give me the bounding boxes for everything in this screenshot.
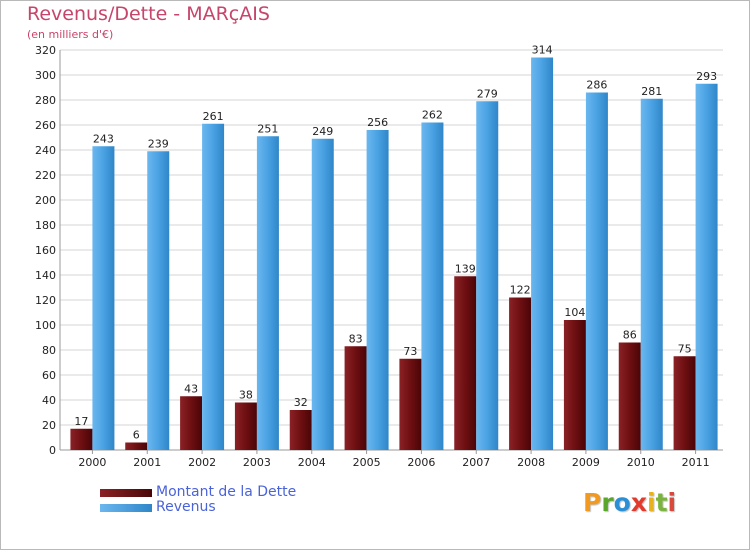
bar-dette xyxy=(180,396,203,450)
bar-dette xyxy=(618,342,641,450)
bars xyxy=(70,57,718,450)
y-tick-label: 220 xyxy=(35,169,56,182)
legend-swatch-revenus xyxy=(100,504,152,512)
y-tick-label: 160 xyxy=(35,244,56,257)
bar-revenus xyxy=(147,151,170,450)
y-tick-label: 120 xyxy=(35,294,56,307)
data-label: 249 xyxy=(312,125,333,138)
data-label: 43 xyxy=(184,382,198,395)
bar-revenus xyxy=(640,98,663,450)
y-tick-label: 320 xyxy=(35,44,56,57)
y-tick-label: 100 xyxy=(35,319,56,332)
bar-dette xyxy=(289,410,312,450)
data-label: 17 xyxy=(74,415,88,428)
data-label: 281 xyxy=(641,85,662,98)
data-label: 239 xyxy=(148,137,169,150)
logo-letter: x xyxy=(630,488,647,517)
data-label: 122 xyxy=(510,284,531,297)
data-label: 261 xyxy=(203,110,224,123)
data-label: 86 xyxy=(623,329,637,342)
y-tick-label: 0 xyxy=(49,444,56,457)
x-tick-label: 2006 xyxy=(407,456,435,469)
bar-revenus xyxy=(92,146,115,450)
bar-revenus xyxy=(695,83,718,450)
x-tick-label: 2002 xyxy=(188,456,216,469)
data-label: 293 xyxy=(696,70,717,83)
data-labels: 17 243 6 239 43 261 38 251 32 249 83 256 73 262 139 279… xyxy=(74,44,717,442)
y-tick-label: 260 xyxy=(35,119,56,132)
grid-lines xyxy=(59,49,723,454)
bar-dette xyxy=(563,320,586,450)
logo-letter: r xyxy=(601,488,614,517)
data-label: 262 xyxy=(422,109,443,122)
bar-revenus xyxy=(311,138,334,450)
bar-revenus xyxy=(256,136,279,450)
chart-subtitle: (en milliers d'€) xyxy=(27,28,114,41)
legend-label-dette: Montant de la Dette xyxy=(156,484,297,500)
logo-letter: i xyxy=(667,488,677,517)
y-tick-label: 140 xyxy=(35,269,56,282)
data-label: 251 xyxy=(257,122,278,135)
x-tick-label: 2010 xyxy=(627,456,655,469)
y-tick-labels: 0 20 40 60 80 100 120 140 160 180 200 220 240 260 280 3… xyxy=(35,44,56,457)
data-label: 83 xyxy=(349,332,363,345)
bar-revenus xyxy=(421,122,444,450)
bar-dette xyxy=(509,297,532,450)
data-label: 314 xyxy=(532,44,553,57)
data-label: 279 xyxy=(477,87,498,100)
legend-swatch-dette xyxy=(100,489,152,497)
legend-label-revenus: Revenus xyxy=(156,499,216,515)
data-label: 286 xyxy=(586,79,607,92)
logo-letter: P xyxy=(583,488,602,517)
x-tick-label: 2001 xyxy=(133,456,161,469)
bar-revenus xyxy=(531,57,554,450)
y-tick-label: 20 xyxy=(42,419,56,432)
data-label: 104 xyxy=(564,306,585,319)
x-tick-label: 2009 xyxy=(572,456,600,469)
y-tick-label: 300 xyxy=(35,69,56,82)
y-tick-label: 80 xyxy=(42,344,56,357)
y-tick-label: 200 xyxy=(35,194,56,207)
data-label: 73 xyxy=(403,345,417,358)
logo-letter: t xyxy=(655,488,668,517)
bar-dette xyxy=(344,346,367,450)
bar-dette xyxy=(454,276,477,450)
logo-letter: o xyxy=(613,488,631,517)
data-label: 6 xyxy=(133,429,140,442)
x-tick-label: 2003 xyxy=(243,456,271,469)
bar-revenus xyxy=(366,130,389,450)
bar-revenus xyxy=(476,101,499,450)
data-label: 38 xyxy=(239,389,253,402)
x-tick-label: 2004 xyxy=(298,456,326,469)
data-label: 32 xyxy=(294,396,308,409)
x-tick-labels: 2000 2001 2002 2003 2004 2005 2006 2007 2008 2009… xyxy=(78,456,709,469)
x-tick-label: 2011 xyxy=(682,456,710,469)
y-tick-label: 40 xyxy=(42,394,56,407)
bar-revenus xyxy=(585,92,608,450)
bar-dette xyxy=(125,442,148,450)
bar-revenus xyxy=(202,123,225,450)
x-tick-label: 2000 xyxy=(78,456,106,469)
bar-dette xyxy=(673,356,696,450)
data-label: 139 xyxy=(455,262,476,275)
x-tick-label: 2008 xyxy=(517,456,545,469)
data-label: 243 xyxy=(93,132,114,145)
data-label: 75 xyxy=(678,342,692,355)
chart-title: Revenus/Dette - MARçAIS xyxy=(27,3,270,25)
x-tick-label: 2007 xyxy=(462,456,490,469)
bar-dette xyxy=(399,358,422,450)
y-tick-label: 280 xyxy=(35,94,56,107)
bar-dette xyxy=(234,402,257,450)
y-tick-label: 180 xyxy=(35,219,56,232)
bar-dette xyxy=(70,428,93,450)
proxiti-logo: Proxiti xyxy=(583,488,676,517)
y-tick-label: 240 xyxy=(35,144,56,157)
data-label: 256 xyxy=(367,116,388,129)
y-tick-label: 60 xyxy=(42,369,56,382)
logo-letter: i xyxy=(647,488,656,517)
x-tick-label: 2005 xyxy=(353,456,381,469)
